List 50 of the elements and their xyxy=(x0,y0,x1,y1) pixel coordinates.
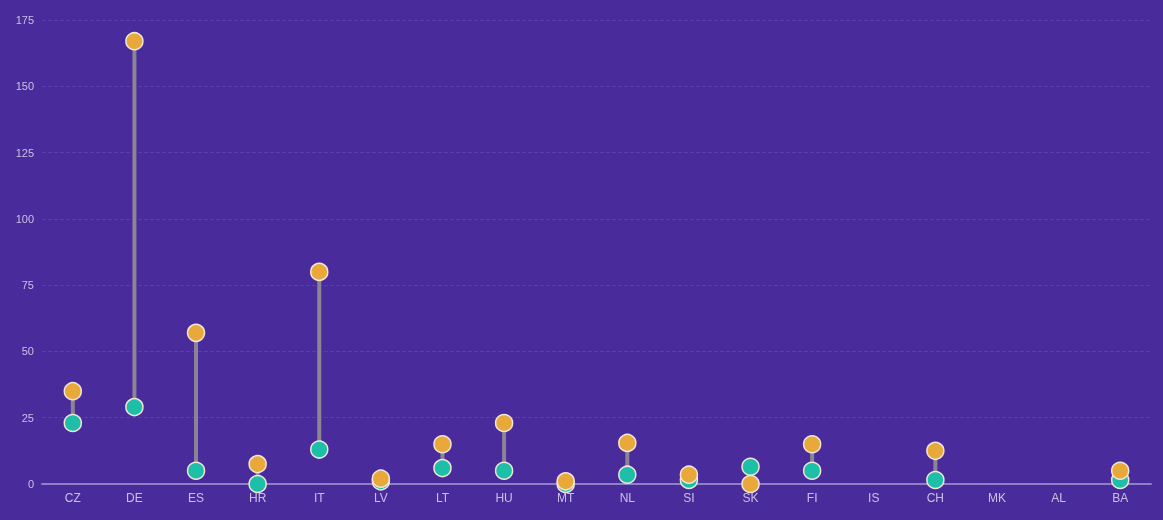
x-tick-label: AL xyxy=(1051,491,1067,505)
point xyxy=(926,470,945,490)
point xyxy=(433,458,452,478)
point xyxy=(63,413,83,433)
point xyxy=(248,454,267,474)
point xyxy=(618,465,637,484)
y-tick-label: 0 xyxy=(27,478,34,490)
point xyxy=(618,433,637,453)
y-tick-label: 25 xyxy=(21,411,34,424)
x-tick-label: MK xyxy=(987,491,1006,505)
y-tick-label: 150 xyxy=(15,80,34,93)
point xyxy=(926,441,945,461)
point xyxy=(433,434,452,454)
x-tick-label: LV xyxy=(373,491,388,505)
point xyxy=(310,262,329,282)
x-tick-label: HU xyxy=(495,491,513,505)
y-tick-label: 100 xyxy=(15,212,34,225)
x-tick-label: IS xyxy=(868,491,880,505)
x-tick-label: MT xyxy=(557,491,576,505)
point xyxy=(679,465,699,484)
point xyxy=(186,323,206,343)
x-tick-label: IT xyxy=(313,491,326,505)
x-tick-label: CZ xyxy=(64,491,81,505)
point xyxy=(310,440,329,459)
point xyxy=(494,413,514,433)
point xyxy=(494,461,514,480)
x-tick-label: LT xyxy=(435,491,450,505)
y-tick-label: 75 xyxy=(21,279,34,292)
point xyxy=(125,397,144,417)
x-tick-label: FI xyxy=(806,491,818,505)
point xyxy=(125,31,144,51)
x-tick-label: SI xyxy=(683,491,695,505)
point xyxy=(1110,461,1130,480)
x-tick-label: SK xyxy=(742,491,759,505)
x-tick-label: BA xyxy=(1112,491,1129,505)
y-tick-label: 50 xyxy=(21,345,34,358)
x-tick-label: HR xyxy=(248,491,267,505)
point xyxy=(186,461,206,480)
point xyxy=(741,457,760,477)
x-tick-label: NL xyxy=(619,491,636,505)
point xyxy=(741,474,760,494)
point xyxy=(248,474,267,494)
point xyxy=(802,434,822,454)
y-tick-label: 125 xyxy=(15,146,34,159)
x-tick-label: ES xyxy=(188,491,205,505)
x-tick-label: CH xyxy=(926,491,945,505)
point xyxy=(802,461,822,480)
point xyxy=(63,381,83,401)
x-tick-label: DE xyxy=(126,491,143,505)
y-tick-label: 175 xyxy=(15,14,34,26)
